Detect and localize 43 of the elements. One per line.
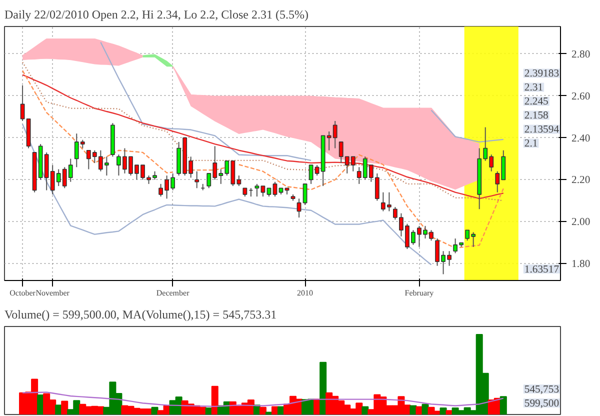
chart-title: Daily 22/02/2010 Open 2.2, Hi 2.34, Lo 2.2, Close 2.31 (5.5%)	[4, 8, 308, 22]
y-tick-label: 2.80	[572, 49, 590, 60]
bar	[440, 408, 447, 414]
text: 2.158	[524, 110, 548, 122]
y-tick-label: 2.40	[572, 133, 590, 144]
x-tick-label: 2010	[297, 288, 314, 298]
candlestick	[393, 206, 398, 220]
text: 1.63517	[524, 264, 560, 276]
bar	[320, 362, 327, 414]
candlestick	[254, 183, 260, 198]
bar	[151, 406, 158, 414]
candlestick	[272, 181, 278, 198]
bar	[211, 386, 218, 414]
candlestick	[194, 170, 200, 189]
y-tick-label: 2.60	[572, 91, 590, 102]
x-tick-label: November	[36, 288, 70, 298]
x-tick-label: February	[404, 288, 434, 298]
y-tick-label: 2.00	[572, 217, 590, 228]
text: 2.245	[524, 96, 548, 108]
y-tick-label: 2.20	[572, 175, 590, 186]
line-series	[22, 124, 432, 266]
candlestick	[260, 186, 266, 198]
bar	[446, 410, 453, 414]
text: 2.31	[524, 82, 544, 94]
y-tick-label: 1.80	[572, 259, 590, 270]
text: 2.13594	[524, 124, 560, 136]
chart-title: Volume() = 599,500.00, MA(Volume(),15) = 545,753.31	[4, 308, 277, 322]
candlestick	[374, 172, 380, 202]
bar	[61, 400, 68, 414]
candlestick	[302, 183, 308, 206]
text: 599,500	[524, 398, 560, 410]
text: 545,753	[524, 384, 560, 396]
x-tick-label: October	[10, 288, 36, 298]
candlestick	[296, 198, 302, 218]
text: 2.39183	[524, 68, 560, 80]
candlestick	[338, 141, 344, 164]
candlestick	[20, 84, 25, 122]
bar	[500, 396, 507, 414]
bar	[259, 406, 266, 414]
bar	[416, 406, 423, 414]
bar	[362, 406, 369, 414]
text: 2.1	[524, 138, 538, 150]
x-tick-label: December	[156, 288, 190, 298]
